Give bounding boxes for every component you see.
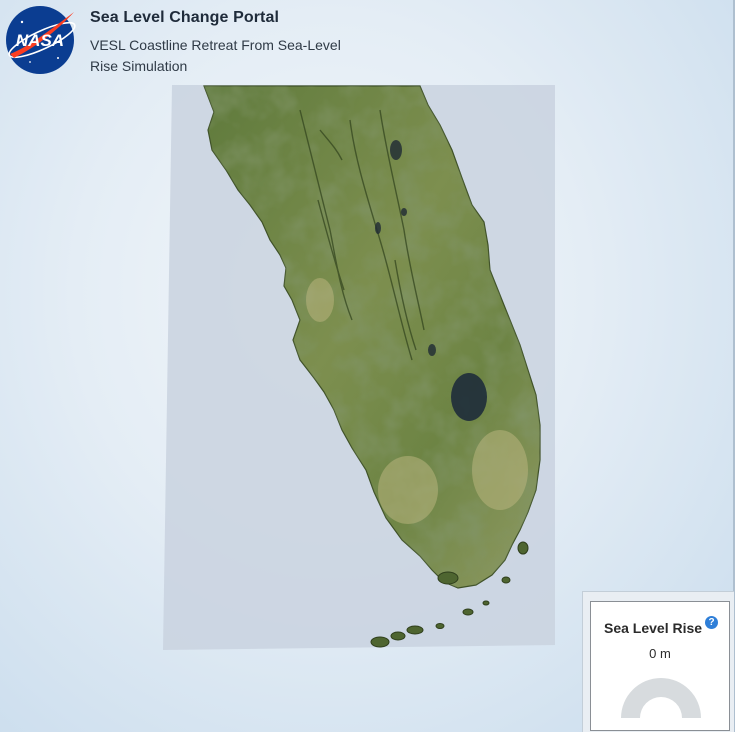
nasa-logo-text: NASA (16, 31, 64, 50)
terrain-ridges (299, 109, 425, 361)
terrain-texture (204, 86, 540, 588)
lake-okeechobee (451, 373, 487, 421)
frame-edge (733, 0, 735, 732)
portal-subtitle: VESL Coastline Retreat From Sea-Level Ri… (90, 37, 341, 74)
sea-level-gauge[interactable] (618, 674, 704, 720)
help-icon[interactable]: ? (705, 616, 718, 629)
portal-title[interactable]: Sea Level Change Portal (90, 9, 280, 26)
sea-level-rise-title: Sea Level Rise (604, 620, 703, 636)
gauge-track (621, 678, 701, 718)
portal-header: NASA Sea Level Change Portal VESL Coastl… (0, 0, 360, 80)
sea-level-rise-card: Sea Level Rise ? 0 m (590, 601, 730, 731)
sea-level-rise-widget: Sea Level Rise ? 0 m (582, 591, 734, 732)
nasa-logo[interactable]: NASA (4, 4, 76, 76)
sea-level-rise-value: 0 m (649, 646, 671, 661)
coastal-zones (306, 278, 528, 524)
florida-keys (370, 541, 529, 648)
lakes (375, 140, 436, 356)
